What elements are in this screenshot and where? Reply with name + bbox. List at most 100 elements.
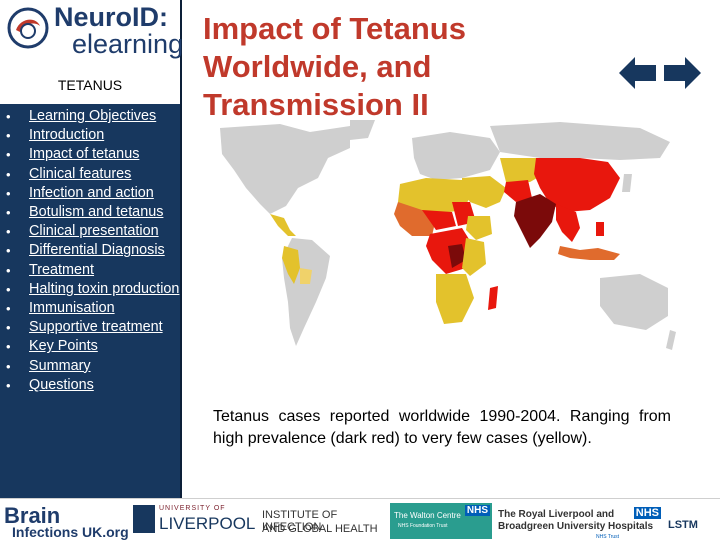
map-bolivia xyxy=(300,268,312,284)
royal-liverpool-broadgreen-logo[interactable]: The Royal Liverpool and Broadgreen Unive… xyxy=(496,503,661,540)
sidebar-item-immunisation[interactable]: • Immunisation xyxy=(0,299,180,318)
walton-line2: NHS Foundation Trust xyxy=(398,523,448,529)
nav-list: • Learning Objectives • Introduction • Impact… xyxy=(0,107,180,395)
sidebar-item-label[interactable]: Differential Diagnosis xyxy=(29,242,165,259)
map-china xyxy=(534,158,620,212)
brain-swirl-icon xyxy=(7,7,49,49)
map-drc xyxy=(448,244,466,268)
sidebar-item-label[interactable]: Impact of tetanus xyxy=(29,146,140,163)
map-caption: Tetanus cases reported worldwide 1990-20… xyxy=(213,408,671,447)
university-of-liverpool-logo[interactable]: UNIVERSITY OF LIVERPOOL xyxy=(133,503,255,539)
sidebar-item-label[interactable]: Supportive treatment xyxy=(29,319,163,336)
map-north-america xyxy=(220,124,350,214)
sidebar-item-label[interactable]: Clinical presentation xyxy=(29,223,159,240)
bullet-icon: • xyxy=(6,320,11,336)
bullet-icon: • xyxy=(6,166,11,182)
iigh-line2: AND GLOBAL HEALTH xyxy=(262,523,378,535)
sidebar-item-label[interactable]: Questions xyxy=(29,376,94,393)
sidebar-item-key-points[interactable]: • Key Points xyxy=(0,337,180,356)
sidebar: NeuroID: elearning TETANUS • Learning Obj… xyxy=(0,0,184,498)
bullet-icon: • xyxy=(6,377,11,393)
sidebar-item-botulism-and-tetanus[interactable]: • Botulism and tetanus xyxy=(0,203,180,222)
bullet-icon: • xyxy=(6,185,11,201)
walton-line1: The Walton Centre xyxy=(394,511,461,520)
lstm-word: LSTM xyxy=(668,519,698,531)
sidebar-item-halting-toxin-production[interactable]: • Halting toxin production xyxy=(0,280,180,299)
sidebar-item-impact-of-tetanus[interactable]: • Impact of tetanus xyxy=(0,145,180,164)
next-arrow-icon[interactable] xyxy=(663,55,701,91)
royal-liverpool-line2: Broadgreen University Hospitals xyxy=(498,521,654,532)
map-europe xyxy=(412,132,500,180)
map-australia xyxy=(600,274,668,330)
royal-liverpool-nhs-badge: NHS xyxy=(633,507,661,519)
sidebar-item-clinical-features[interactable]: • Clinical features xyxy=(0,165,180,184)
map-pakistan xyxy=(504,180,532,202)
bullet-icon: • xyxy=(6,243,11,259)
previous-arrow-icon[interactable] xyxy=(619,55,657,91)
map-greenland xyxy=(350,120,375,140)
bullet-icon: • xyxy=(6,224,11,240)
sidebar-item-label[interactable]: Clinical features xyxy=(29,165,132,182)
sidebar-item-label[interactable]: Learning Objectives xyxy=(29,108,157,124)
map-andes xyxy=(282,246,300,284)
brain-logo-sub: Infections UK.org xyxy=(12,524,129,540)
sidebar-item-label[interactable]: Summary xyxy=(29,357,91,374)
world-map-tetanus-prevalence xyxy=(220,120,676,350)
sidebar-item-infection-and-action[interactable]: • Infection and action xyxy=(0,184,180,203)
sidebar-item-supportive-treatment[interactable]: • Supportive treatment xyxy=(0,318,180,337)
map-japan xyxy=(622,174,632,192)
bullet-icon: • xyxy=(6,358,11,374)
sidebar-item-label[interactable]: Immunisation xyxy=(29,300,115,317)
map-ethiopia xyxy=(466,216,492,240)
walton-nhs-badge: NHS xyxy=(464,505,490,516)
map-west-africa xyxy=(394,202,436,236)
bullet-icon: • xyxy=(6,128,11,144)
bullet-icon: • xyxy=(6,281,11,297)
bullet-icon: • xyxy=(6,109,11,124)
section-title: TETANUS xyxy=(57,77,123,93)
sidebar-item-learning-objectives[interactable]: • Learning Objectives xyxy=(0,107,180,126)
bullet-icon: • xyxy=(6,205,11,221)
map-north-africa xyxy=(398,178,470,214)
brain-logo-word: Brain xyxy=(4,503,61,528)
sidebar-item-clinical-presentation[interactable]: • Clinical presentation xyxy=(0,222,180,241)
institute-infection-global-health-logo[interactable]: INSTITUTE OF INFECTION AND GLOBAL HEALTH xyxy=(258,503,386,539)
map-central-asia xyxy=(500,158,544,182)
walton-centre-logo[interactable]: NHS The Walton Centre NHS Foundation Tru… xyxy=(390,503,492,539)
map-southeast-asia xyxy=(556,204,580,242)
sidebar-item-summary[interactable]: • Summary xyxy=(0,357,180,376)
sidebar-item-questions[interactable]: • Questions xyxy=(0,376,180,395)
map-sahel xyxy=(422,210,456,230)
logo-title: NeuroID: xyxy=(54,2,168,32)
slide-title: Impact of Tetanus Worldwide, and Transmi… xyxy=(203,11,466,122)
royal-liverpool-trust: NHS Trust xyxy=(596,534,620,540)
map-east-africa xyxy=(462,238,486,276)
lstm-logo[interactable]: LSTM xyxy=(664,503,718,539)
sidebar-item-label[interactable]: Introduction xyxy=(29,127,105,144)
sidebar-item-differential-diagnosis[interactable]: • Differential Diagnosis xyxy=(0,241,180,260)
sidebar-item-introduction[interactable]: • Introduction xyxy=(0,126,180,145)
bullet-icon: • xyxy=(6,339,11,355)
map-middle-east xyxy=(462,176,506,208)
map-southern-africa xyxy=(436,274,474,324)
map-philippines xyxy=(596,222,604,236)
sidebar-item-label[interactable]: Treatment xyxy=(29,261,95,278)
royal-liverpool-line1: The Royal Liverpool and xyxy=(498,509,615,520)
iigh-line1: INSTITUTE OF INFECTION xyxy=(262,509,338,533)
bullet-icon: • xyxy=(6,262,11,278)
map-madagascar xyxy=(488,286,498,310)
sidebar-item-label[interactable]: Botulism and tetanus xyxy=(29,204,164,221)
sidebar-item-label[interactable]: Key Points xyxy=(29,338,98,355)
neuroid-logo[interactable]: NeuroID: elearning xyxy=(0,0,184,62)
brain-infections-logo[interactable]: Brain Infections UK.org xyxy=(4,503,130,540)
liverpool-logo-top: UNIVERSITY OF xyxy=(159,505,226,512)
section-header-box xyxy=(0,62,180,104)
sidebar-item-label[interactable]: Infection and action xyxy=(29,184,154,201)
map-russia xyxy=(490,122,670,160)
sidebar-item-treatment[interactable]: • Treatment xyxy=(0,261,180,280)
map-new-zealand xyxy=(666,330,676,350)
shield-icon xyxy=(133,505,155,533)
sidebar-item-label[interactable]: Halting toxin production xyxy=(29,280,180,297)
logo-subtitle: elearning xyxy=(72,29,184,59)
map-indonesia xyxy=(558,246,620,260)
